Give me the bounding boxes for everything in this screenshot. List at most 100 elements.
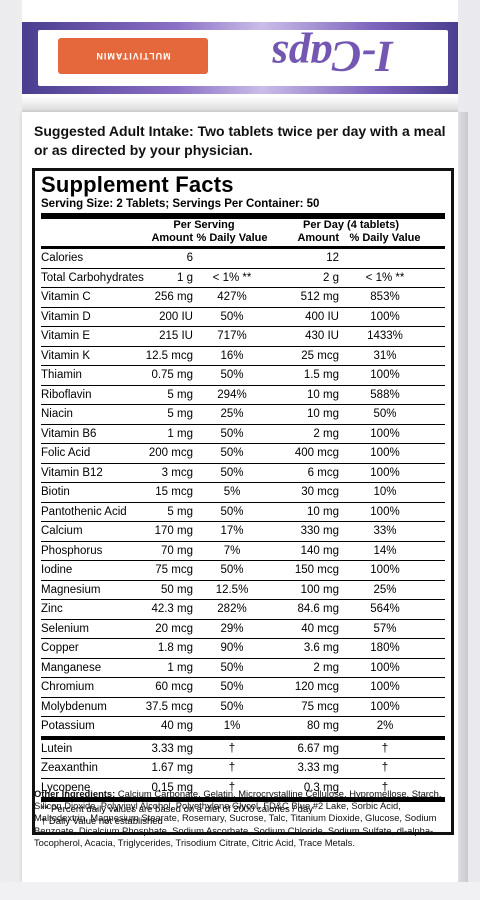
supplement-facts-table: Supplement Facts Serving Size: 2 Tablets… [32,168,454,835]
per-serving-dv: 717% [217,330,247,342]
nutrient-name: Potassium [41,720,95,732]
header-bottom-row: Amount % Daily Value Amount % Daily Valu… [41,232,445,249]
nutrient-name: Phosphorus [41,544,103,557]
nutrient-name: Vitamin D [41,310,91,323]
nutrient-name: Selenium [41,622,89,635]
per-serving-amount: 1.67 mg [151,762,193,774]
per-day-dv: < 1% ** [365,271,405,284]
per-serving-amount: 1 mg [167,427,193,440]
per-day-dv: 31% [373,349,397,362]
per-day-dv: 10% [373,486,397,498]
per-serving-dv: 50% [220,681,244,693]
table-row: Riboflavin 5 mg 294% 10 mg 588% [41,386,445,405]
per-serving-dv: 50% [220,505,244,518]
nutrient-name: Niacin [41,408,73,420]
amount-header: Amount [297,232,339,244]
per-day-amount: 400 mcg [294,447,339,459]
table-row: Zinc 42.3 mg 282% 84.6 mg 564% [41,600,445,620]
per-day-amount: 2 g [323,271,339,284]
table-row: Molybdenum 37.5 mcg 50% 75 mcg 100% [41,698,445,717]
per-day-dv: † [381,742,389,755]
per-serving-dv: † [228,781,236,794]
nutrient-name: Thiamin [41,369,82,381]
per-day-amount: 80 mg [307,720,339,732]
table-row: Potassium 40 mg 1% 80 mg 2% [41,717,445,740]
per-day-amount: 10 mg [307,505,339,518]
per-serving-amount: 5 mg [167,408,193,420]
footnotes: ** Percent daily values are based on a d… [41,802,445,828]
orange-label: MULTIVITAMIN [58,38,208,74]
nutrient-name: Pantothenic Acid [41,505,127,518]
per-day-dv: 2% [376,720,394,732]
per-day-amount: 512 mg [300,291,339,303]
per-serving-dv: 50% [220,447,244,459]
table-row: Magnesium 50 mg 12.5% 100 mg 25% [41,581,445,600]
per-serving-amount: 50 mg [161,583,193,596]
per-serving-amount: 75 mcg [155,564,193,576]
per-day-dv: 1433% [367,330,403,342]
per-serving-amount: 15 mcg [155,486,193,498]
per-day-amount: 30 mcg [301,486,339,498]
per-serving-amount: 5 mg [167,505,193,518]
nutrient-name: Lycopene [41,781,91,794]
table-row: Pantothenic Acid 5 mg 50% 10 mg 100% [41,503,445,522]
nutrient-name: Lutein [41,742,73,755]
per-day-amount: 140 mg [300,544,339,557]
per-day-dv: † [381,762,389,774]
per-day-amount: 330 mg [300,525,339,537]
table-row: Total Carbohydrates 1 g < 1% ** 2 g < 1% ** [41,269,445,288]
per-day-amount: 0.3 mg [303,781,339,794]
per-day-dv: 100% [370,661,400,674]
per-day-amount: 2 mg [313,427,339,440]
nutrient-name: Vitamin C [41,291,91,303]
per-serving-dv: 50% [220,369,244,381]
per-serving-dv: 50% [220,661,244,674]
per-serving-dv: 12.5% [215,583,249,596]
per-serving-amount: 70 mg [161,544,193,557]
other-ingredients: Other Ingredients: Calcium Carbonate, Ge… [34,788,448,849]
table-row: Folic Acid 200 mcg 50% 400 mcg 100% [41,444,445,464]
table-row: Manganese 1 mg 50% 2 mg 100% [41,659,445,678]
per-day-amount: 2 mg [313,661,339,674]
header-top-row: Per Serving Per Day (4 tablets) [41,219,445,232]
nutrient-name: Riboflavin [41,388,92,401]
table-row: Chromium 60 mcg 50% 120 mcg 100% [41,678,445,698]
per-serving-amount: 256 mg [154,291,193,303]
nutrient-rows: Calories 6 12 Total Carbohydrates 1 g < 1% **… [41,249,445,802]
per-serving-dv: † [228,762,236,774]
per-day-amount: 3.33 mg [297,762,339,774]
per-serving-amount: 1.8 mg [157,642,193,654]
per-serving-amount: 60 mcg [155,681,193,693]
per-day-amount: 6 mcg [307,466,339,479]
per-day-amount: 120 mcg [294,681,339,693]
per-serving-amount: 1 mg [167,661,193,674]
per-serving-dv: 25% [220,408,244,420]
nutrient-name: Chromium [41,681,95,693]
per-serving-dv: 50% [220,700,244,713]
background-floor [0,882,480,900]
table-row: Thiamin 0.75 mg 50% 1.5 mg 100% [41,366,445,386]
table-row: Iodine 75 mcg 50% 150 mcg 100% [41,561,445,581]
per-day-dv: 100% [370,310,400,323]
per-serving-amount: 3 mcg [161,466,193,479]
table-row: Vitamin B6 1 mg 50% 2 mg 100% [41,425,445,444]
box-top-flap: MULTIVITAMIN I-Caps [22,0,458,114]
other-ingredients-text: Calcium Carbonate, Gelatin, Microcrystal… [34,788,442,848]
per-day-dv: 588% [370,388,400,401]
table-row: Calories 6 12 [41,249,445,269]
per-serving-amount: 3.33 mg [151,742,193,755]
table-row: Vitamin E 215 IU 717% 430 IU 1433% [41,327,445,347]
per-serving-dv [193,249,271,268]
per-serving-dv: 90% [220,642,244,654]
table-row: Copper 1.8 mg 90% 3.6 mg 180% [41,639,445,659]
daily-value-header: % Daily Value [349,232,421,244]
per-serving-amount: 200 mcg [148,447,193,459]
per-day-amount: 10 mg [307,388,339,401]
amount-header: Amount [151,232,193,244]
per-day-dv: 50% [373,408,397,420]
per-day-amount: 25 mcg [301,349,339,362]
per-serving-amount: 1 g [177,271,193,284]
nutrient-name: Vitamin B6 [41,427,97,440]
per-day-amount: 84.6 mg [297,603,339,615]
per-day-amount: 3.6 mg [303,642,339,654]
